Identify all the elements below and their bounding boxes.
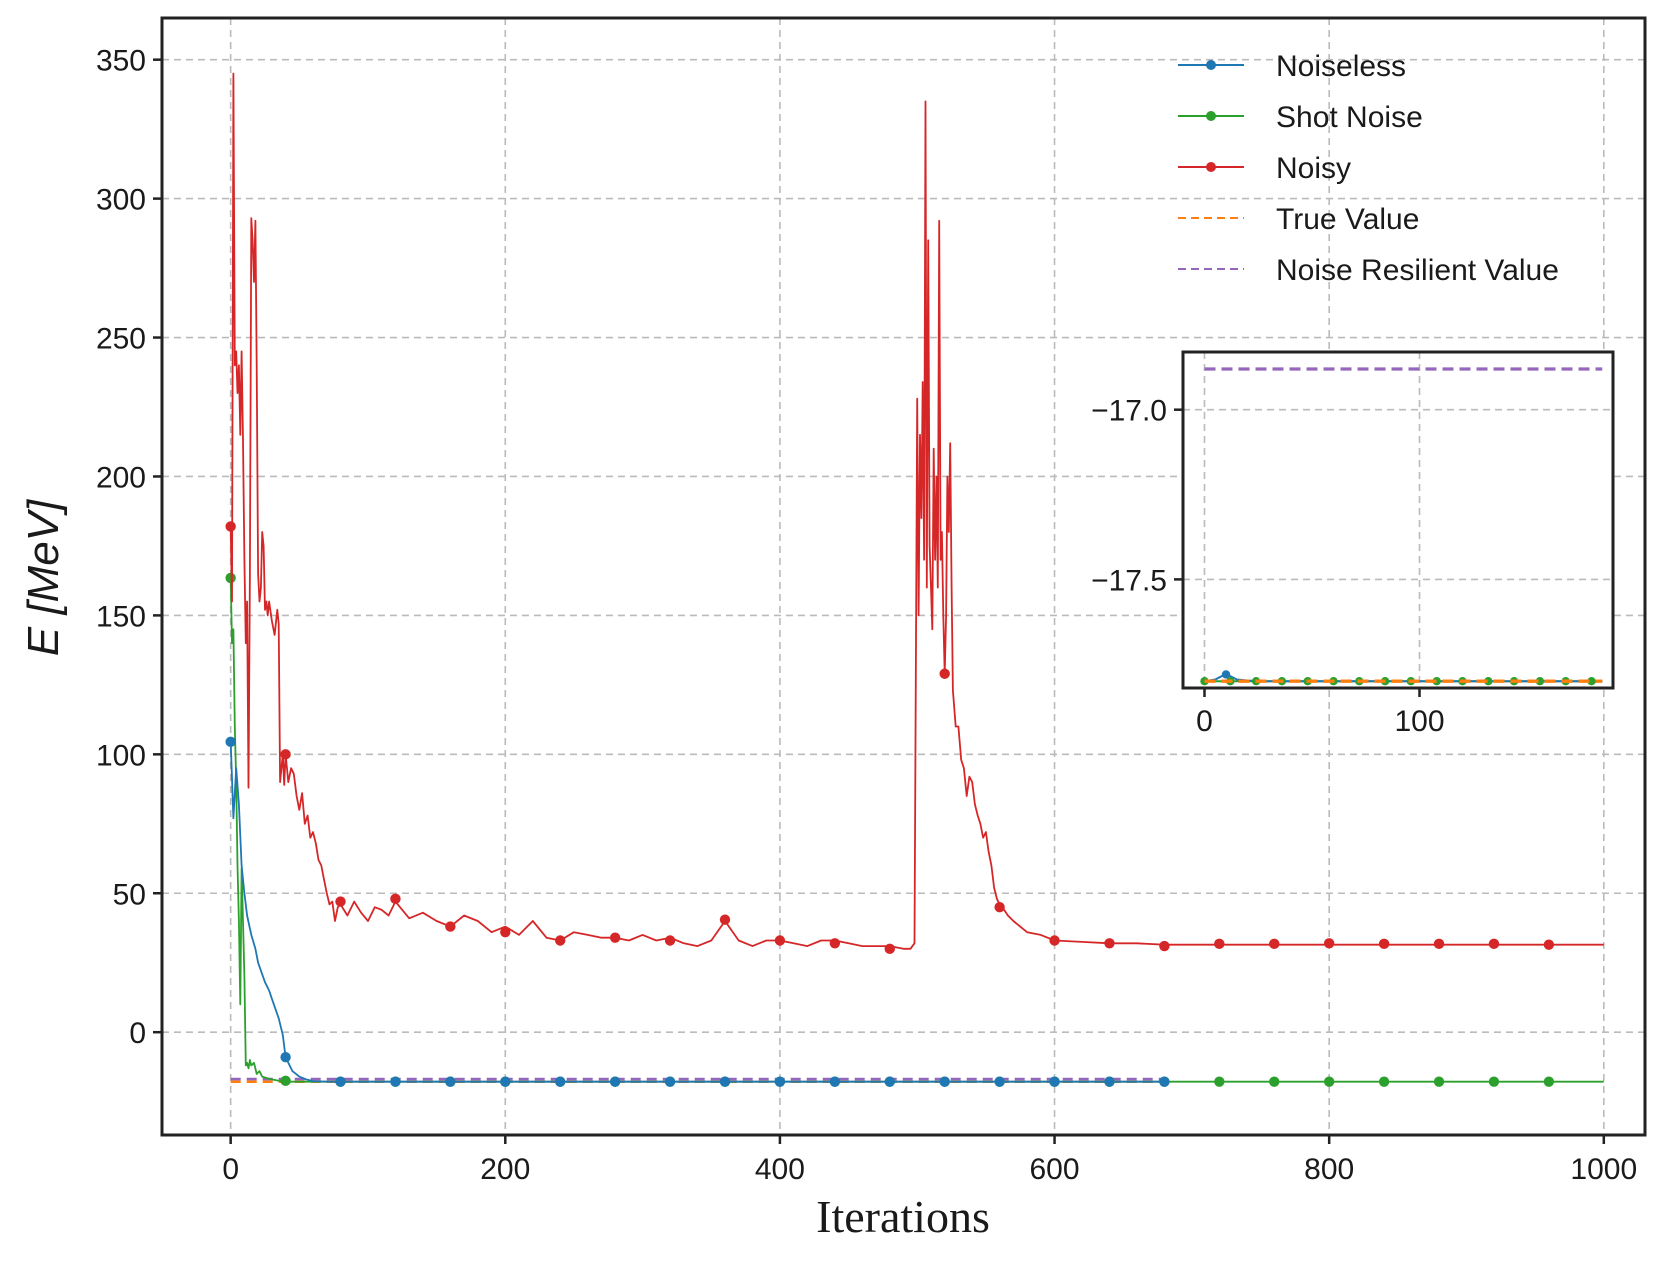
inset-noiseless-marker xyxy=(1221,670,1231,679)
noiseless-marker xyxy=(719,1076,731,1087)
x-axis-label: Iterations xyxy=(816,1191,990,1242)
inset-shot-noise-marker xyxy=(1587,677,1596,686)
legend-label-true-value: True Value xyxy=(1276,203,1419,236)
legend: Noiseless Shot Noise Noisy True Value Noise … xyxy=(1178,50,1559,287)
inset-background xyxy=(1183,352,1613,688)
noisy-marker xyxy=(1159,940,1170,952)
legend-label-shot-noise: Shot Noise xyxy=(1276,101,1423,134)
noisy-marker xyxy=(1378,938,1390,950)
noiseless-marker xyxy=(829,1076,841,1087)
noisy-marker xyxy=(774,935,786,946)
inset-x-tick-label: 100 xyxy=(1394,705,1444,738)
noisy-marker xyxy=(500,926,511,938)
inset-shot-noise-marker xyxy=(1535,677,1545,686)
noisy-marker xyxy=(1269,938,1280,950)
inset-axes-frame xyxy=(1181,350,1615,690)
noiseless-marker xyxy=(1159,1076,1170,1087)
noisy-marker xyxy=(1433,938,1445,950)
y-tick-label: 50 xyxy=(113,878,146,911)
x-tick-label: 200 xyxy=(480,1153,530,1186)
shot-noise-marker xyxy=(280,1075,291,1087)
y-tick-label: 300 xyxy=(96,184,146,217)
y-tick-label: 150 xyxy=(96,600,146,633)
inset-shot-noise-marker xyxy=(1484,677,1493,686)
noiseless-marker xyxy=(555,1076,566,1087)
noiseless-line xyxy=(229,741,1165,1083)
noisy-marker xyxy=(609,932,621,943)
x-tick-label: 800 xyxy=(1304,1153,1354,1186)
noisy-marker xyxy=(994,901,1005,913)
noisy-marker xyxy=(719,914,731,925)
inset-zoom-plot: 0 100 −17.0 −17.5 xyxy=(1091,350,1615,738)
inset-series xyxy=(1200,367,1603,686)
noiseless-marker xyxy=(225,736,236,748)
legend-label-noiseless: Noiseless xyxy=(1276,50,1406,83)
y-tick-label: 250 xyxy=(96,323,146,356)
inset-grid xyxy=(1183,352,1613,688)
y-tick-label: 350 xyxy=(96,45,146,78)
noiseless-marker xyxy=(1049,1076,1060,1087)
shot-noise-marker xyxy=(225,572,236,584)
x-tick-label: 0 xyxy=(222,1153,239,1186)
legend-marker-shot-noise xyxy=(1206,111,1216,121)
noiseless-marker xyxy=(445,1076,456,1087)
noiseless-marker xyxy=(884,1076,895,1087)
noiseless-marker xyxy=(500,1076,511,1087)
noiseless-marker xyxy=(994,1076,1005,1087)
noisy-marker xyxy=(280,749,291,760)
noiseless-marker xyxy=(609,1076,621,1087)
shot-noise-marker xyxy=(1488,1076,1500,1087)
inset-y-tick-label: −17.0 xyxy=(1091,395,1167,428)
noiseless-marker xyxy=(280,1051,291,1063)
inset-x-tick-label: 0 xyxy=(1196,705,1213,738)
noiseless-marker xyxy=(390,1076,401,1087)
noisy-marker xyxy=(1049,935,1060,946)
shot-noise-marker xyxy=(1433,1076,1445,1087)
noisy-marker xyxy=(664,935,676,946)
noisy-marker xyxy=(335,896,346,907)
noisy-marker xyxy=(939,668,950,679)
y-tick-label: 200 xyxy=(96,461,146,494)
noisy-marker xyxy=(225,521,236,532)
noisy-marker xyxy=(555,935,566,946)
shot-noise-marker xyxy=(1214,1076,1225,1087)
noisy-marker xyxy=(1543,939,1555,950)
x-tick-label: 600 xyxy=(1030,1153,1080,1186)
x-tick-label: 1000 xyxy=(1570,1153,1637,1186)
shot-noise-marker xyxy=(1378,1076,1390,1087)
shot-noise-marker xyxy=(1543,1076,1555,1087)
x-tick-label: 400 xyxy=(755,1153,805,1186)
noiseless-marker xyxy=(335,1076,346,1087)
noisy-marker xyxy=(884,943,895,955)
y-tick-label: 100 xyxy=(96,739,146,772)
noisy-marker xyxy=(829,938,841,949)
noiseless-marker xyxy=(664,1076,676,1087)
legend-label-noisy: Noisy xyxy=(1276,152,1351,185)
noisy-line xyxy=(229,72,1604,950)
shot-noise-marker xyxy=(1323,1076,1335,1087)
noisy-marker xyxy=(1488,938,1500,950)
main-series xyxy=(225,72,1604,1087)
noiseless-marker xyxy=(939,1076,950,1087)
noisy-marker xyxy=(1323,938,1335,949)
legend-marker-noiseless xyxy=(1206,60,1216,70)
noisy-marker xyxy=(1214,938,1225,950)
legend-label-noise-resilient-value: Noise Resilient Value xyxy=(1276,254,1559,287)
shot-noise-marker xyxy=(1269,1076,1280,1087)
noisy-marker xyxy=(445,921,456,932)
main-axes-frame xyxy=(160,16,1647,1137)
noisy-marker xyxy=(1104,938,1115,949)
inset-shot-noise-marker xyxy=(1432,677,1441,686)
inset-ticks: 0 100 −17.0 −17.5 xyxy=(1091,395,1444,738)
y-axis-label: E [MeV] xyxy=(19,498,68,656)
noiseless-marker xyxy=(774,1076,786,1087)
noisy-marker xyxy=(390,893,401,905)
legend-marker-noisy xyxy=(1206,162,1216,172)
noiseless-marker xyxy=(1104,1076,1115,1087)
y-tick-label: 0 xyxy=(129,1017,146,1050)
inset-y-tick-label: −17.5 xyxy=(1091,564,1167,597)
